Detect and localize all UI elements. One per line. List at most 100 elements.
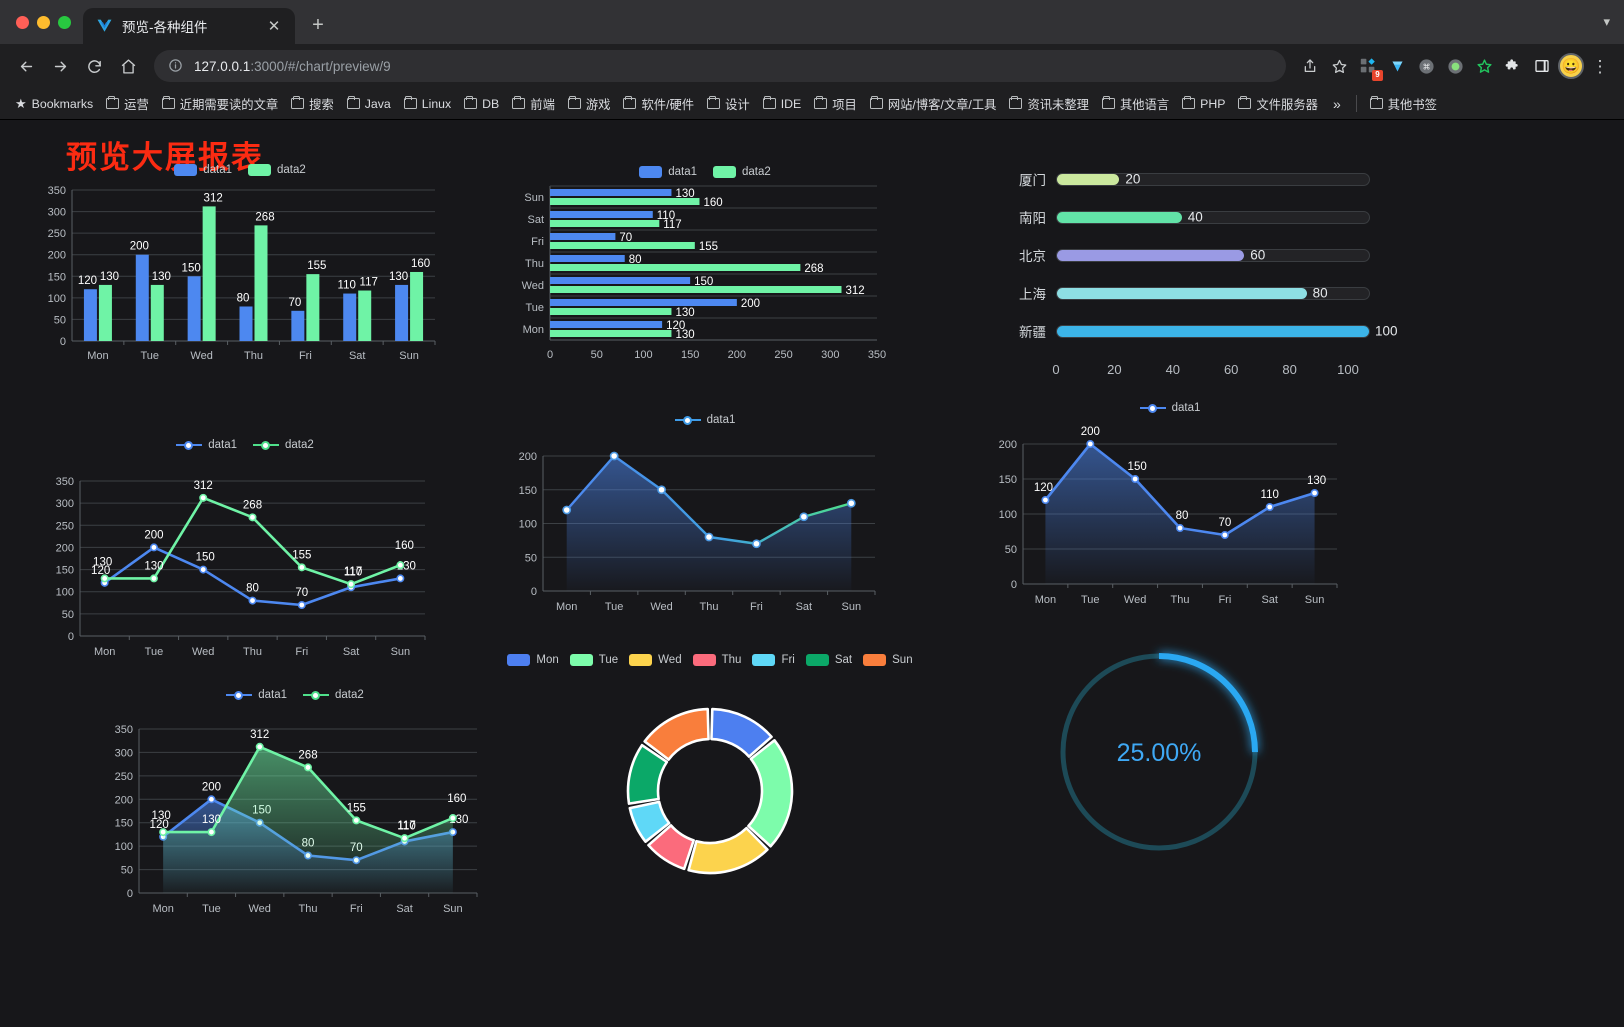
command-circle-icon[interactable]: ⌘: [1412, 52, 1440, 80]
bookmark-folder[interactable]: 其他语言: [1096, 91, 1175, 117]
tab-search-chevron-down-icon[interactable]: ▾: [1603, 14, 1610, 29]
folder-icon: [1369, 95, 1383, 109]
bookmark-folder[interactable]: Java: [341, 93, 397, 115]
chart-line-gradient[interactable]: data1 0 50 100 150 200 Mon Tue Wed Thu Fri Sat Sun: [505, 410, 905, 670]
bookmark-folder[interactable]: 运营: [100, 91, 155, 117]
svg-text:200: 200: [115, 794, 133, 806]
bookmark-folder[interactable]: Linux: [398, 93, 457, 115]
legend-item-data1[interactable]: data1: [174, 164, 232, 176]
puzzle-extension-icon[interactable]: [1499, 52, 1527, 80]
chrome-menu-button[interactable]: ⋮: [1586, 52, 1614, 80]
bookmark-star-icon[interactable]: [1325, 52, 1353, 80]
reload-button[interactable]: [78, 50, 110, 82]
legend-item-sat[interactable]: Sat: [805, 654, 852, 666]
line-two-series-plot: 0 50 100 150 200 250 300 350 Mon Tue Wed Thu Fri Sat S…: [56, 476, 426, 658]
legend-item-data1[interactable]: data1: [1139, 402, 1201, 414]
legend-item-mon[interactable]: Mon: [507, 654, 559, 666]
legend-item-fri[interactable]: Fri: [752, 654, 795, 666]
bookmark-folder[interactable]: IDE: [757, 93, 808, 115]
progress-track[interactable]: 40: [1056, 210, 1370, 225]
bookmark-folder[interactable]: 近期需要读的文章: [156, 91, 284, 117]
bookmark-folder[interactable]: 文件服务器: [1232, 91, 1324, 117]
minimize-window-button[interactable]: [37, 15, 50, 29]
folder-icon: [291, 95, 305, 109]
bookmark-folder[interactable]: 搜索: [285, 91, 340, 117]
chart-bar-vertical[interactable]: data1 data2 0 50 100 150 200 250 300 350 Mon 120 1…: [30, 160, 450, 410]
bookmarks-overflow-button[interactable]: »: [1332, 95, 1341, 112]
share-icon[interactable]: [1296, 52, 1324, 80]
legend-item-data2[interactable]: data2: [253, 439, 314, 451]
info-circle-icon[interactable]: [168, 58, 184, 74]
legend-item-wed[interactable]: Wed: [629, 654, 682, 666]
bookmarks-root[interactable]: ★ Bookmarks: [9, 92, 99, 116]
svg-text:Fri: Fri: [1218, 594, 1231, 606]
svg-text:Wed: Wed: [190, 350, 212, 362]
progress-row[interactable]: 上海 80: [1000, 274, 1370, 312]
new-tab-button[interactable]: +: [312, 14, 324, 36]
legend-item-sun[interactable]: Sun: [863, 654, 913, 666]
legend-item-data1[interactable]: data1: [639, 166, 697, 178]
progress-fill: [1057, 249, 1245, 261]
svg-text:160: 160: [411, 258, 430, 270]
progress-row[interactable]: 北京 60: [1000, 236, 1370, 274]
legend-item-tue[interactable]: Tue: [569, 654, 618, 666]
chart-line-two-series[interactable]: data1 data2 0 50 100 150 200 250 300 350 Mon Tue W…: [40, 435, 450, 695]
legend-item-data2[interactable]: data2: [303, 689, 364, 701]
bookmark-label: 前端: [530, 97, 555, 112]
green-circle-icon[interactable]: [1441, 52, 1469, 80]
area-two-series-plot: 0 50 100 150 200 250 300 350 Mon Tue Wed Thu Fri Sat S…: [115, 724, 478, 915]
legend-item-data1[interactable]: data1: [674, 414, 736, 426]
green-star-icon[interactable]: [1470, 52, 1498, 80]
svg-text:Tue: Tue: [525, 302, 544, 314]
home-button[interactable]: [112, 50, 144, 82]
bookmark-folder[interactable]: 软件/硬件: [617, 91, 700, 117]
bookmark-folder[interactable]: 设计: [701, 91, 756, 117]
bookmark-folder[interactable]: PHP: [1176, 93, 1231, 115]
bookmark-folder[interactable]: 前端: [506, 91, 561, 117]
address-bar[interactable]: 127.0.0.1:3000/#/chart/preview/9: [154, 50, 1286, 82]
chart-area-single[interactable]: data1 0 50 100 150 200 Mon Tue Wed Thu Fri Sat Sun 1…: [985, 398, 1355, 658]
progress-row[interactable]: 南阳 40: [1000, 198, 1370, 236]
legend-label-data1: data1: [706, 414, 736, 426]
progress-track[interactable]: 60: [1056, 248, 1370, 263]
extension-grid-icon[interactable]: 9: [1354, 52, 1383, 81]
back-button[interactable]: [10, 50, 42, 82]
legend-item-thu[interactable]: Thu: [692, 654, 741, 666]
maximize-window-button[interactable]: [58, 15, 71, 29]
legend-label-data1: data1: [1171, 402, 1201, 414]
chart-bar-horizontal[interactable]: data1 data2 0 50 100 150 200 250 300 350 Sun 130 1…: [505, 162, 905, 412]
progress-row[interactable]: 厦门 20: [1000, 160, 1370, 198]
bookmark-folder[interactable]: DB: [458, 93, 505, 115]
chart-donut[interactable]: Mon Tue Wed Thu Fri Sat Sun: [500, 650, 920, 950]
legend-item-data2[interactable]: data2: [713, 166, 771, 178]
progress-value: 20: [1125, 171, 1141, 187]
profile-avatar[interactable]: 😀: [1557, 52, 1585, 80]
tab-title: 预览-各种组件: [122, 20, 208, 35]
legend-item-data2[interactable]: data2: [248, 164, 306, 176]
legend-item-data1[interactable]: data1: [226, 689, 287, 701]
bookmark-folder[interactable]: 资讯未整理: [1003, 91, 1095, 117]
close-tab-button[interactable]: ✕: [267, 17, 281, 35]
other-bookmarks-folder[interactable]: 其他书签: [1364, 91, 1443, 117]
svg-text:150: 150: [48, 271, 66, 283]
progress-track[interactable]: 100: [1056, 324, 1398, 339]
progress-track[interactable]: 20: [1056, 171, 1370, 187]
diamond-icon[interactable]: [1383, 52, 1411, 80]
close-window-button[interactable]: [16, 15, 29, 29]
forward-button[interactable]: [44, 50, 76, 82]
svg-text:0: 0: [547, 349, 553, 361]
svg-text:Thu: Thu: [700, 601, 719, 613]
chart-progress-bars[interactable]: 厦门 20 南阳 40 北京 60 上海 80 新疆 100 0 20 40 60 80 100: [1000, 160, 1398, 420]
sidebar-toggle-icon[interactable]: [1528, 52, 1556, 80]
progress-row[interactable]: 新疆 100: [1000, 312, 1398, 350]
chart-gauge[interactable]: 25.00%: [1035, 630, 1285, 900]
bookmark-folder[interactable]: 游戏: [562, 91, 617, 117]
browser-tab[interactable]: 预览-各种组件 ✕: [83, 8, 295, 44]
svg-text:200: 200: [56, 542, 74, 554]
bookmark-folder[interactable]: 网站/博客/文章/工具: [864, 91, 1003, 117]
legend-item-data1[interactable]: data1: [176, 439, 237, 451]
progress-track[interactable]: 80: [1056, 286, 1370, 301]
chart-area-two-series[interactable]: data1 data2 0 50 100 150 200 250 300 350 Mon Tue W…: [95, 685, 495, 955]
bookmark-folder[interactable]: 项目: [808, 91, 863, 117]
